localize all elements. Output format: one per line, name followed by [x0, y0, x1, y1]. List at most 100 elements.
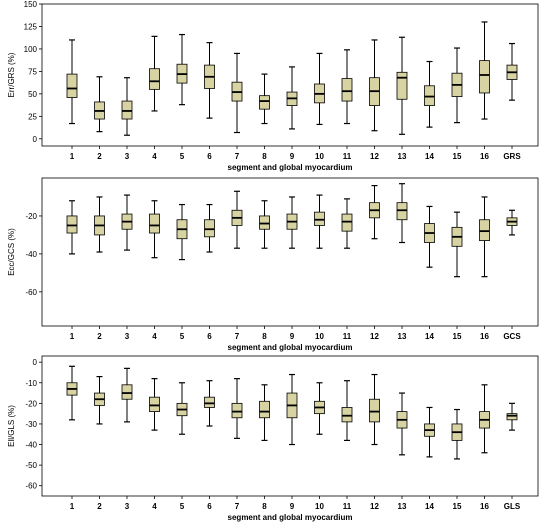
box-5	[176, 382, 188, 435]
y-tick-label: -60	[25, 482, 37, 491]
x-tick-label: 4	[152, 152, 157, 161]
x-tick-label: 2	[97, 332, 102, 341]
x-axis-label: segment and global myocardium	[228, 343, 353, 352]
y-tick-label: -20	[25, 212, 37, 221]
x-tick-label: 11	[343, 332, 352, 341]
x-tick-label: 9	[290, 332, 295, 341]
box-iqr	[341, 78, 353, 102]
box-15	[451, 408, 463, 460]
x-tick-label: 11	[343, 152, 352, 161]
box-iqr	[479, 219, 490, 242]
box-16	[479, 21, 490, 120]
box-GLS	[506, 402, 518, 431]
x-tick-label: 14	[425, 152, 434, 161]
box-15	[451, 211, 463, 278]
box-9	[286, 373, 298, 446]
box-GRS	[506, 42, 518, 101]
y-tick-label: -40	[25, 441, 37, 450]
box-4	[149, 35, 160, 112]
box-8	[259, 200, 270, 249]
box-iqr	[121, 384, 133, 400]
box-11	[341, 49, 353, 125]
box-9	[286, 196, 298, 249]
box-iqr	[341, 213, 353, 232]
y-axis-label: Err/GRS (%)	[7, 52, 16, 97]
box-iqr	[149, 396, 160, 412]
box-12	[369, 373, 380, 446]
box-13	[396, 36, 408, 135]
x-tick-label: 1	[70, 502, 75, 511]
x-tick-label: 3	[125, 502, 130, 511]
box-14	[424, 60, 435, 128]
box-3	[121, 367, 133, 423]
x-tick-label: 4	[152, 502, 157, 511]
y-tick-label: 150	[24, 0, 38, 9]
x-tick-label: 15	[453, 502, 462, 511]
box-iqr	[396, 71, 408, 100]
box-iqr	[314, 211, 325, 226]
y-tick-label: -50	[25, 461, 37, 470]
box-5	[176, 33, 188, 106]
box-15	[451, 47, 463, 124]
x-tick-label: GRS	[503, 152, 521, 161]
x-tick-label: 13	[398, 152, 407, 161]
box-9	[286, 66, 298, 130]
y-tick-label: 50	[28, 90, 37, 99]
y-tick-label: 125	[24, 22, 38, 31]
x-tick-label: 16	[480, 152, 489, 161]
x-tick-label: 9	[290, 152, 295, 161]
box-iqr	[506, 413, 518, 421]
x-tick-label: 12	[370, 332, 379, 341]
x-tick-label: 2	[97, 152, 102, 161]
box-14	[424, 205, 435, 268]
box-iqr	[66, 73, 78, 98]
x-tick-label: 13	[398, 332, 407, 341]
box-6	[204, 380, 215, 427]
x-tick-label: 8	[262, 502, 267, 511]
y-tick-label: 0	[33, 358, 38, 367]
x-tick-label: 5	[180, 502, 185, 511]
box-8	[259, 73, 270, 125]
box-1	[66, 365, 78, 421]
x-tick-label: 7	[235, 152, 240, 161]
box-3	[121, 194, 133, 251]
y-tick-label: -60	[25, 288, 37, 297]
box-7	[231, 52, 243, 134]
x-tick-label: 10	[315, 502, 324, 511]
x-tick-label: 1	[70, 332, 75, 341]
x-tick-label: 8	[262, 332, 267, 341]
y-tick-label: 100	[24, 45, 38, 54]
box-iqr	[341, 407, 353, 423]
box-iqr	[66, 215, 78, 234]
x-tick-label: 7	[235, 332, 240, 341]
x-tick-label: 13	[398, 502, 407, 511]
x-tick-label: 10	[315, 152, 324, 161]
x-tick-label: 6	[207, 332, 212, 341]
y-tick-label: 25	[28, 112, 37, 121]
x-tick-label: 11	[343, 502, 352, 511]
box-3	[121, 77, 133, 136]
box-GCS	[506, 209, 518, 236]
box-13	[396, 183, 408, 244]
box-11	[341, 380, 353, 442]
box-iqr	[204, 219, 215, 238]
plot-frame	[41, 177, 539, 327]
x-tick-label: 8	[262, 152, 267, 161]
box-2	[94, 76, 105, 133]
box-iqr	[259, 95, 270, 110]
box-iqr	[396, 202, 408, 221]
y-tick-label: 75	[28, 67, 37, 76]
box-12	[369, 184, 380, 240]
x-tick-label: 3	[125, 332, 130, 341]
y-tick-label: -20	[25, 399, 37, 408]
box-14	[424, 406, 435, 458]
box-iqr	[259, 215, 270, 230]
box-6	[204, 42, 215, 119]
plot-frame	[41, 355, 539, 497]
x-tick-label: 14	[425, 502, 434, 511]
box-16	[479, 196, 490, 278]
box-4	[149, 378, 160, 431]
